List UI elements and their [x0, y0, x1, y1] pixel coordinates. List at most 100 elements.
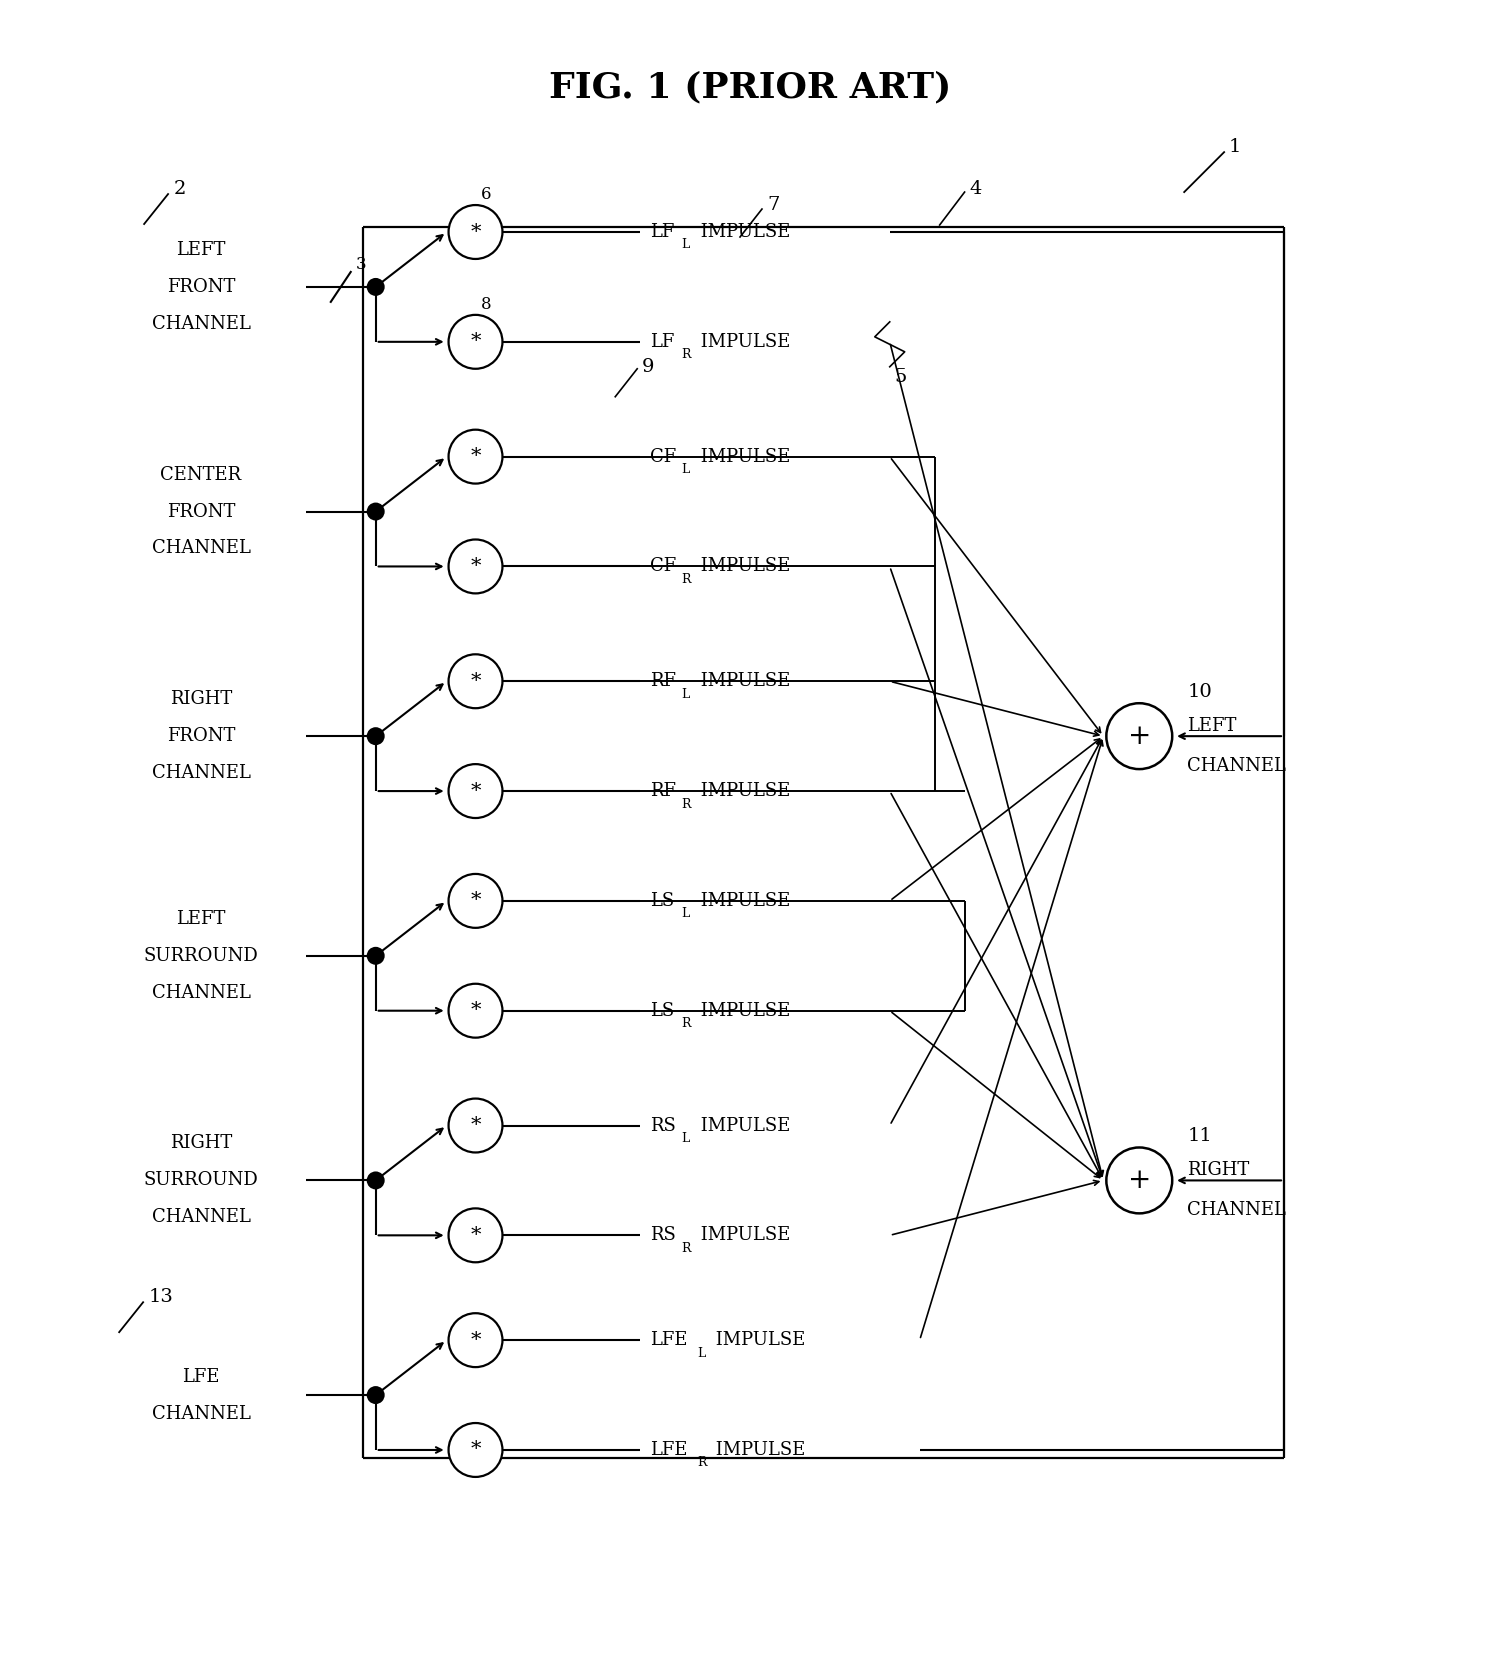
Text: CHANNEL: CHANNEL [1187, 757, 1286, 775]
Text: LS: LS [650, 892, 674, 911]
Text: *: * [470, 891, 480, 911]
Text: LF: LF [650, 222, 674, 241]
Circle shape [449, 1313, 503, 1367]
Circle shape [1106, 1148, 1172, 1213]
Text: CHANNEL: CHANNEL [1187, 1201, 1286, 1220]
Text: 11: 11 [1187, 1128, 1211, 1146]
Text: *: * [470, 556, 480, 576]
Text: R: R [681, 1242, 690, 1255]
Text: *: * [470, 1001, 480, 1021]
Text: RS: RS [650, 1116, 675, 1135]
Text: LF: LF [650, 333, 674, 351]
Text: IMPULSE: IMPULSE [710, 1332, 806, 1348]
Text: 5: 5 [895, 368, 907, 386]
Circle shape [449, 874, 503, 927]
Text: *: * [470, 1440, 480, 1459]
Text: IMPULSE: IMPULSE [695, 333, 790, 351]
Text: RF: RF [650, 782, 675, 800]
Text: LEFT: LEFT [176, 911, 225, 927]
Text: *: * [470, 1227, 480, 1245]
Text: RIGHT: RIGHT [1187, 1161, 1249, 1180]
Text: LEFT: LEFT [176, 241, 225, 259]
Text: IMPULSE: IMPULSE [695, 672, 790, 690]
Circle shape [449, 1098, 503, 1153]
Text: FRONT: FRONT [167, 727, 236, 745]
Text: CHANNEL: CHANNEL [152, 314, 251, 333]
Circle shape [449, 764, 503, 819]
Text: 6: 6 [480, 185, 491, 204]
Circle shape [449, 206, 503, 259]
Circle shape [1106, 703, 1172, 769]
Text: R: R [696, 1457, 707, 1469]
Text: RS: RS [650, 1227, 675, 1245]
Text: IMPULSE: IMPULSE [695, 1116, 790, 1135]
Circle shape [449, 1208, 503, 1262]
Text: *: * [470, 222, 480, 242]
Text: R: R [681, 1018, 690, 1031]
Text: IMPULSE: IMPULSE [695, 782, 790, 800]
Text: L: L [681, 463, 690, 476]
Text: IMPULSE: IMPULSE [695, 892, 790, 911]
Text: FRONT: FRONT [167, 277, 236, 296]
Text: IMPULSE: IMPULSE [695, 1227, 790, 1245]
Text: IMPULSE: IMPULSE [695, 448, 790, 466]
Text: FRONT: FRONT [167, 503, 236, 521]
Text: CHANNEL: CHANNEL [152, 984, 251, 1001]
Text: FIG. 1 (PRIOR ART): FIG. 1 (PRIOR ART) [549, 70, 952, 104]
Circle shape [366, 727, 384, 745]
Text: CF: CF [650, 448, 677, 466]
Text: LS: LS [650, 1001, 674, 1019]
Text: 7: 7 [767, 196, 779, 214]
Text: SURROUND: SURROUND [144, 1171, 258, 1190]
Text: CHANNEL: CHANNEL [152, 1405, 251, 1422]
Circle shape [366, 503, 384, 521]
Text: LFE: LFE [650, 1332, 687, 1348]
Circle shape [366, 1385, 384, 1404]
Text: 3: 3 [356, 256, 366, 274]
Text: *: * [470, 1330, 480, 1350]
Text: RIGHT: RIGHT [170, 1135, 233, 1153]
Circle shape [449, 540, 503, 593]
Text: CHANNEL: CHANNEL [152, 764, 251, 782]
Text: IMPULSE: IMPULSE [710, 1440, 806, 1459]
Text: R: R [681, 573, 690, 587]
Text: +: + [1127, 722, 1151, 750]
Text: RIGHT: RIGHT [170, 690, 233, 709]
Text: *: * [470, 448, 480, 466]
Text: L: L [681, 1131, 690, 1145]
Circle shape [449, 655, 503, 709]
Text: SURROUND: SURROUND [144, 947, 258, 964]
Circle shape [366, 947, 384, 964]
Text: LFE: LFE [650, 1440, 687, 1459]
Text: R: R [681, 348, 690, 361]
Circle shape [449, 1424, 503, 1477]
Text: 1: 1 [1229, 139, 1241, 155]
Text: IMPULSE: IMPULSE [695, 558, 790, 575]
Circle shape [449, 429, 503, 483]
Text: +: + [1127, 1166, 1151, 1193]
Text: LEFT: LEFT [1187, 717, 1237, 735]
Circle shape [449, 314, 503, 369]
Text: CENTER: CENTER [161, 466, 242, 483]
Text: *: * [470, 672, 480, 690]
Text: 2: 2 [174, 180, 186, 199]
Text: RF: RF [650, 672, 675, 690]
Text: CF: CF [650, 558, 677, 575]
Circle shape [366, 1171, 384, 1190]
Text: L: L [696, 1347, 705, 1360]
Text: *: * [470, 333, 480, 351]
Text: R: R [681, 797, 690, 810]
Text: L: L [681, 907, 690, 921]
Text: 4: 4 [970, 180, 982, 199]
Text: LFE: LFE [182, 1367, 219, 1385]
Text: IMPULSE: IMPULSE [695, 1001, 790, 1019]
Text: 8: 8 [480, 296, 491, 312]
Text: L: L [681, 688, 690, 700]
Text: *: * [470, 782, 480, 800]
Text: CHANNEL: CHANNEL [152, 540, 251, 558]
Text: CHANNEL: CHANNEL [152, 1208, 251, 1227]
Text: IMPULSE: IMPULSE [695, 222, 790, 241]
Text: 13: 13 [149, 1288, 174, 1307]
Text: 10: 10 [1187, 683, 1211, 702]
Circle shape [366, 277, 384, 296]
